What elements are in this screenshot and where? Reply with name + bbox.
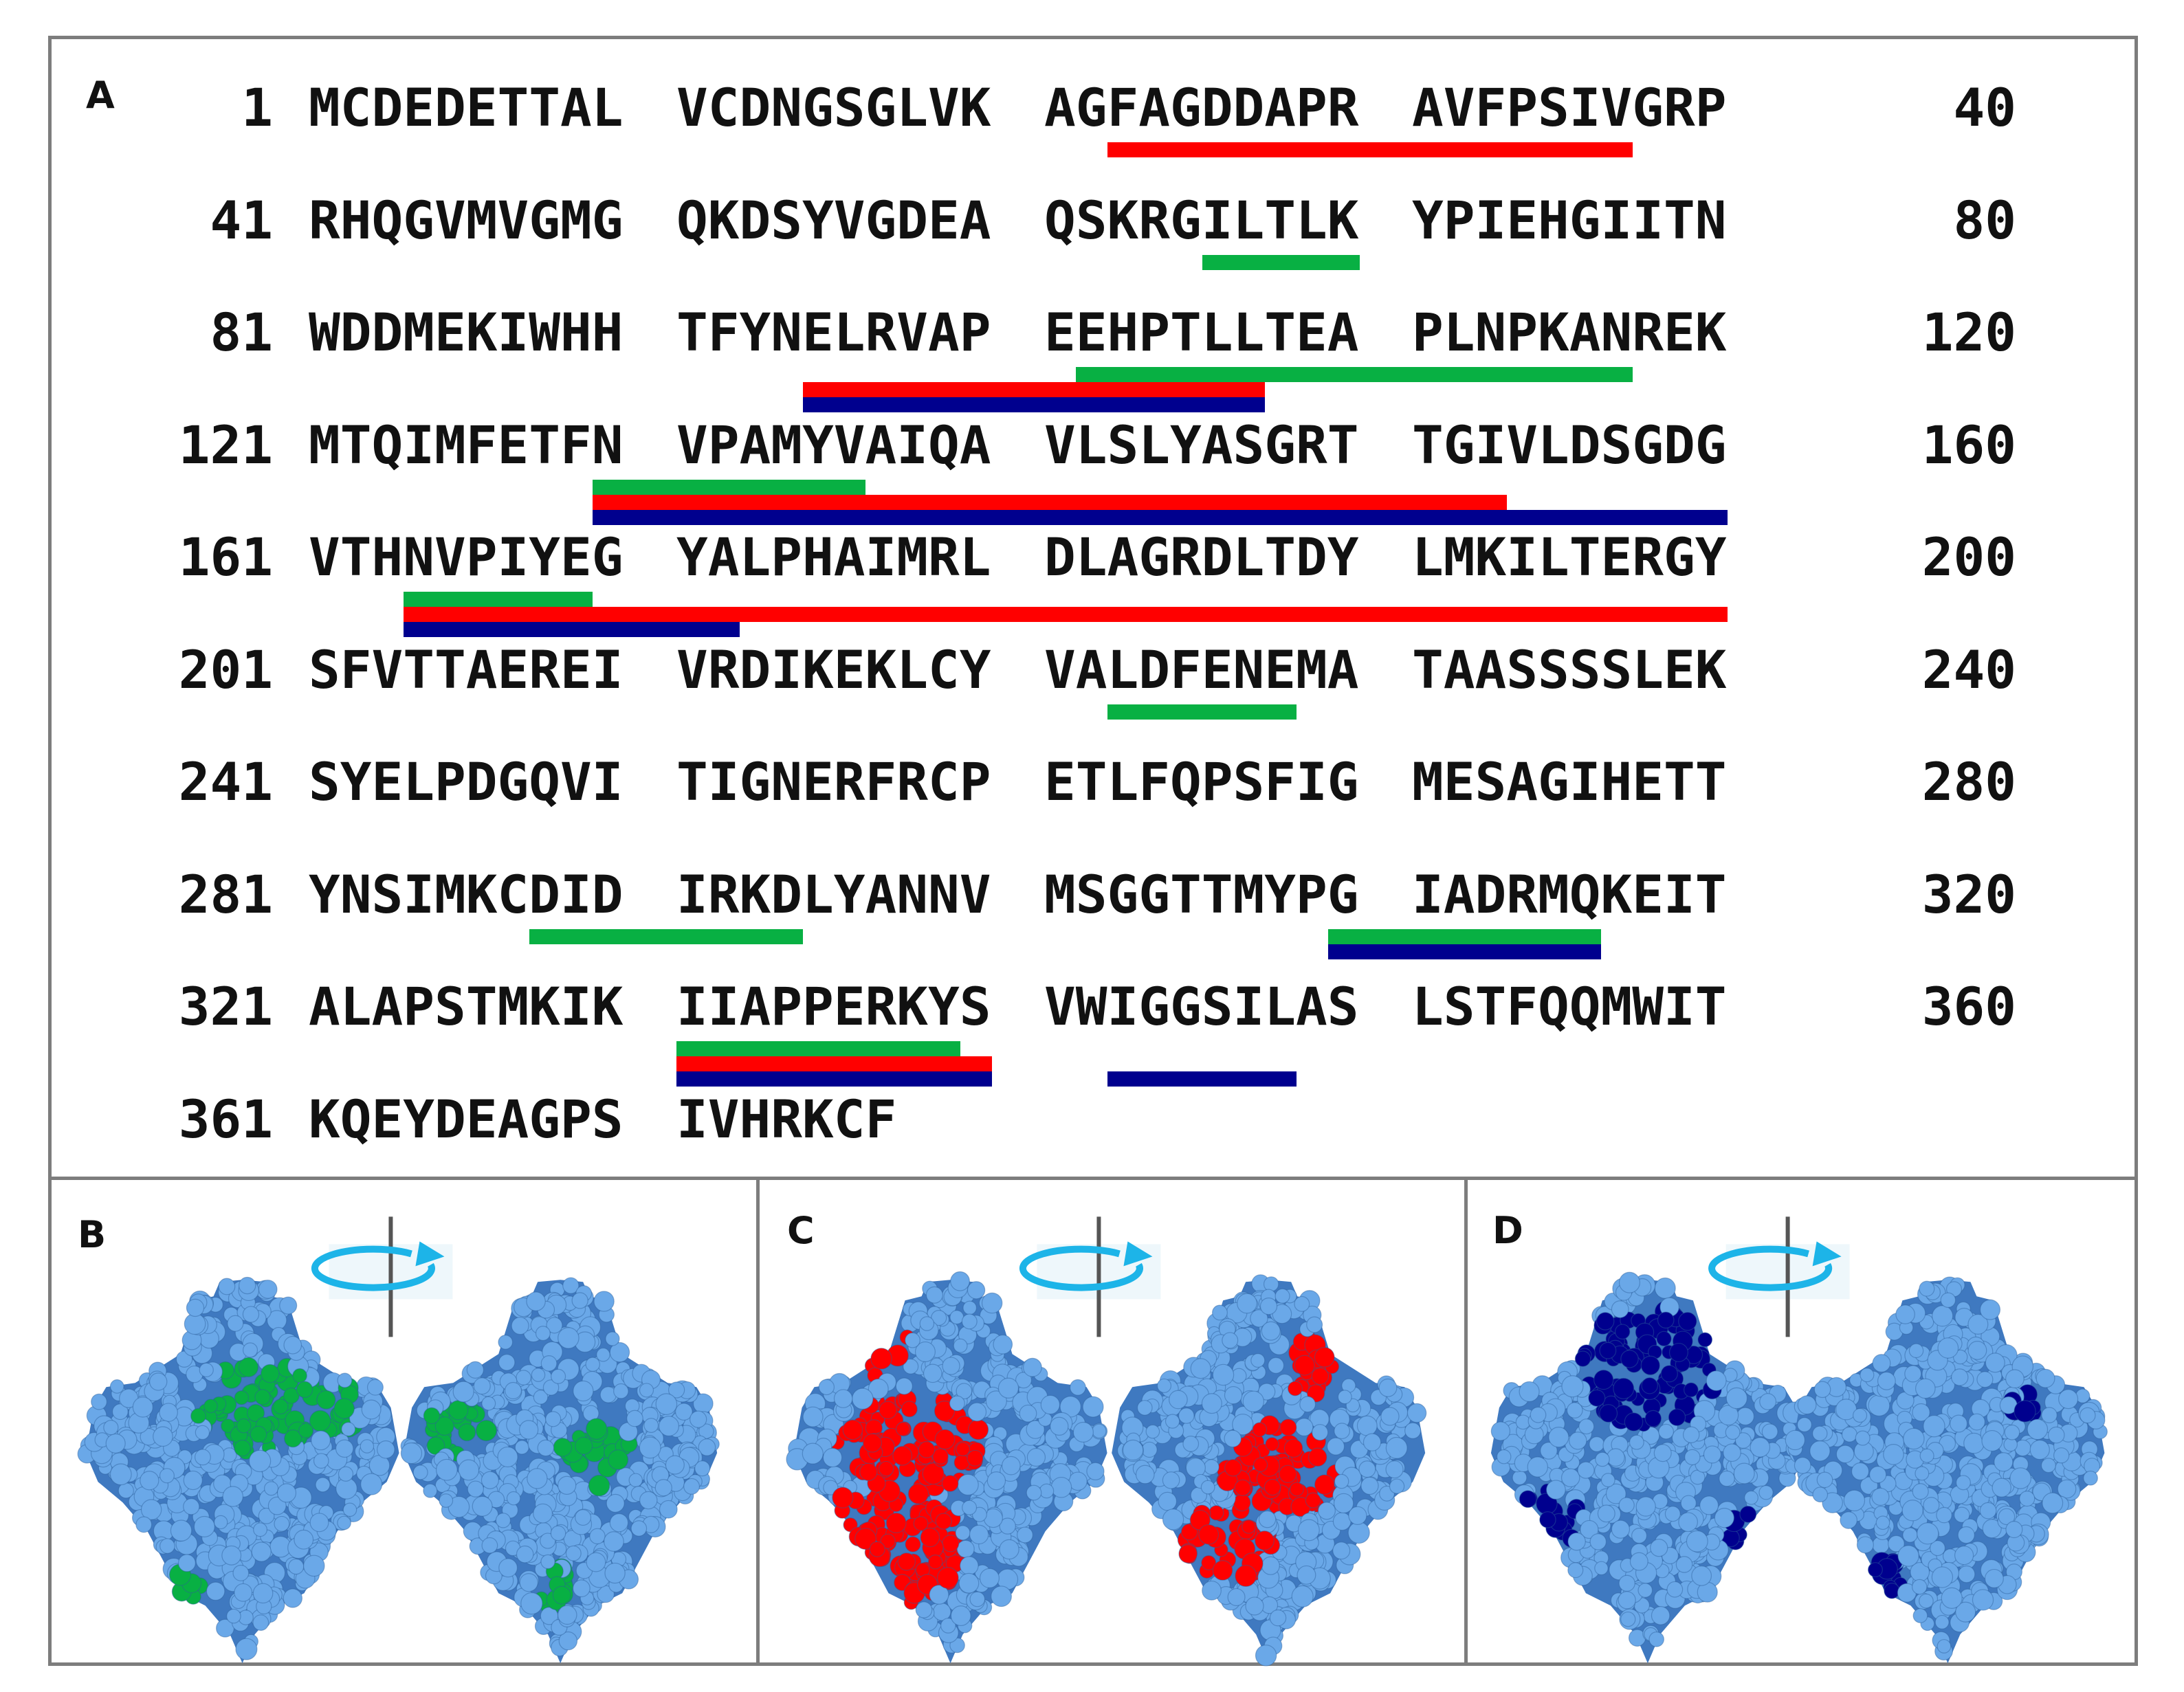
epitope-segment-green (676, 1041, 961, 1056)
epitope-segment-red (1107, 142, 1633, 157)
sequence-residue-group: IADRMQKEIT (1412, 863, 1727, 925)
sequence-residue-group: MTQIMFETFN (309, 414, 624, 476)
sequence-end-number: 200 (1921, 526, 2016, 588)
sequence-start-number: 161 (178, 526, 273, 588)
panel-b-structure: B (48, 1177, 762, 1666)
epitope-segment-green (1075, 367, 1633, 382)
panel-a-sequence: A 1 MCDEDETTAL VCDNGSGLVK AGFAGDDAPR AVFPSIV… (48, 36, 2138, 1182)
sequence-residue-group: PLNPKANREK (1412, 302, 1727, 363)
sequence-residue-group: MCDEDETTAL (309, 77, 624, 138)
sequence-end-number: 80 (1953, 189, 2016, 251)
epitope-segment-green (403, 592, 593, 607)
sequence-end-number: 120 (1921, 302, 2016, 363)
epitope-segment-red (403, 607, 1728, 622)
sequence-end-number: 280 (1921, 751, 2016, 812)
protein-surface (786, 1271, 1108, 1664)
sequence-start-number: 241 (178, 751, 273, 812)
rotation-axis-icon (1019, 1216, 1161, 1337)
sequence-end-number: 240 (1921, 638, 2016, 700)
sequence-residue-group: TFYNELRVAP (676, 302, 991, 363)
sequence-start-number: 361 (178, 1088, 273, 1150)
sequence-residue-group: TIGNERFRCP (676, 751, 991, 812)
epitope-segment-red (676, 1056, 992, 1071)
sequence-residue-group: MSGGTTMYPG (1044, 863, 1359, 925)
protein-surface (1490, 1271, 1811, 1664)
structure-view (1490, 1216, 2108, 1664)
sequence-residue-group: VPAMYVAIQA (676, 414, 991, 476)
epitope-segment-green (593, 479, 866, 495)
structure-view (786, 1216, 1427, 1667)
panel-d-label: D (1492, 1209, 1523, 1252)
sequence-residue-group: VLSLYASGRT (1044, 414, 1359, 476)
sequence-residue-group: TGIVLDSGDG (1412, 414, 1727, 476)
sequence-residue-group: TAASSSSLEK (1412, 638, 1727, 700)
sequence-residue-group: IRKDLYANNV (676, 863, 991, 925)
sequence-residue-group: IVHRKCF (676, 1088, 897, 1150)
epitope-segment-green (1202, 254, 1360, 270)
sequence-start-number: 1 (241, 77, 273, 138)
sequence-residue-group: WDDMEKIWHH (309, 302, 624, 363)
sequence-residue-group: DLAGRDLTDY (1044, 526, 1359, 588)
sequence-end-number: 320 (1921, 863, 2016, 925)
epitope-segment-blue (1328, 944, 1602, 959)
sequence-residue-group: SYELPDGQVI (309, 751, 624, 812)
rotation-axis-icon (1708, 1216, 1850, 1337)
protein-surface (77, 1276, 399, 1664)
epitope-segment-green (1328, 928, 1602, 944)
panel-c-label: C (787, 1209, 815, 1252)
sequence-residue-group: VALDFENEMA (1044, 638, 1359, 700)
sequence-residue-group: AVFPSIVGRP (1412, 77, 1727, 138)
sequence-start-number: 41 (210, 189, 273, 251)
sequence-residue-group: VRDIKEKLCY (676, 638, 991, 700)
panel-c-structure: C (756, 1177, 1470, 1667)
sequence-residue-group: ALAPSTMKIK (309, 976, 624, 1037)
protein-surface (400, 1277, 720, 1664)
sequence-residue-group: KQEYDEAGPS (309, 1088, 624, 1150)
sequence-start-number: 201 (178, 638, 273, 700)
sequence-residue-group: RHQGVMVGMG (309, 189, 624, 251)
sequence-residue-group: YNSIMKCDID (309, 863, 624, 925)
sequence-residue-group: LSTFQQMWIT (1412, 976, 1727, 1037)
epitope-segment-blue (593, 509, 1728, 525)
epitope-segment-red (593, 494, 1507, 510)
sequence-residue-group: QSKRGILTLK (1044, 189, 1359, 251)
sequence-end-number: 360 (1921, 976, 2016, 1037)
protein-surface (1785, 1276, 2108, 1664)
epitope-segment-blue (403, 622, 740, 637)
epitope-segment-red (802, 382, 1266, 397)
epitope-segment-blue (802, 397, 1266, 412)
sequence-residue-group: QKDSYVGDEA (676, 189, 991, 251)
sequence-residue-group: AGFAGDDAPR (1044, 77, 1359, 138)
sequence-residue-group: ETLFQPSFIG (1044, 751, 1359, 812)
sequence-residue-group: SFVTTAEREI (309, 638, 624, 700)
panel-b-label: B (78, 1213, 107, 1256)
epitope-segment-green (1107, 704, 1297, 720)
protein-surface (1112, 1274, 1427, 1667)
sequence-start-number: 121 (178, 414, 273, 476)
sequence-residue-group: MESAGIHETT (1412, 751, 1727, 812)
sequence-residue-group: YPIEHGIITN (1412, 189, 1727, 251)
sequence-residue-group: VTHNVPIYEG (309, 526, 624, 588)
epitope-segment-blue (676, 1071, 992, 1087)
structure-view (77, 1216, 720, 1664)
sequence-start-number: 81 (210, 302, 273, 363)
sequence-residue-group: EEHPTLLTEA (1044, 302, 1359, 363)
sequence-residue-group: LMKILTERGY (1412, 526, 1727, 588)
sequence-residue-group: VWIGGSILAS (1044, 976, 1359, 1037)
epitope-segment-blue (1107, 1071, 1297, 1087)
sequence-residue-group: IIAPPERKYS (676, 976, 991, 1037)
panel-d-structure: D (1464, 1177, 2138, 1666)
rotation-axis-icon (311, 1216, 453, 1337)
panel-a-label: A (86, 74, 115, 117)
sequence-start-number: 281 (178, 863, 273, 925)
sequence-residue-group: VCDNGSGLVK (676, 77, 991, 138)
sequence-end-number: 160 (1921, 414, 2016, 476)
sequence-end-number: 40 (1953, 77, 2016, 138)
sequence-start-number: 321 (178, 976, 273, 1037)
sequence-residue-group: YALPHAIMRL (676, 526, 991, 588)
epitope-segment-green (529, 928, 803, 944)
